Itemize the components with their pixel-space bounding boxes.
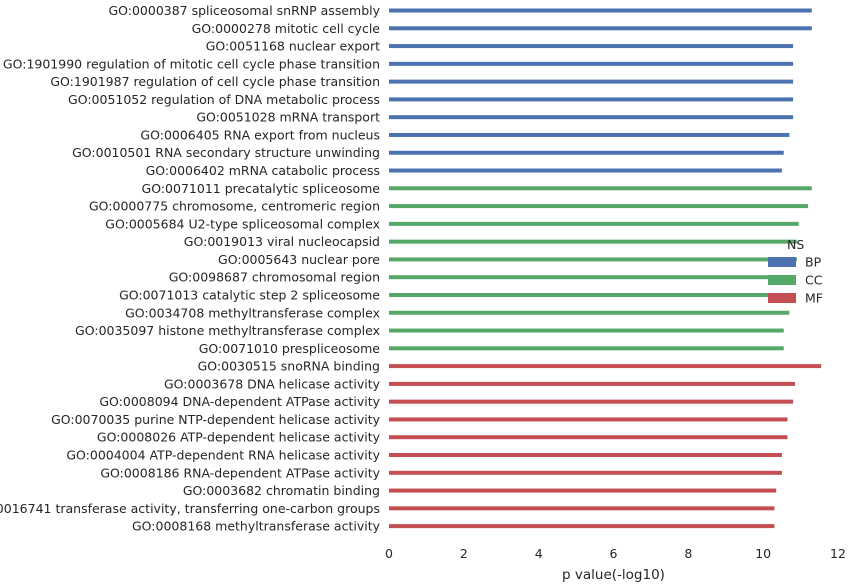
x-tick-label: 2 <box>460 546 468 561</box>
category-labels: GO:0000387 spliceosomal snRNP assembly GO… <box>0 3 381 534</box>
bar <box>389 346 784 351</box>
bar <box>389 186 812 191</box>
category-label: GO:0006402 mRNA catabolic process <box>146 163 380 178</box>
bars-layer <box>389 8 822 529</box>
bar <box>389 44 794 49</box>
category-label: GO:0000278 mitotic cell cycle <box>192 21 381 36</box>
bar <box>389 453 782 457</box>
category-label: GO:0008186 RNA-dependent ATPase activity <box>100 465 380 480</box>
bar <box>389 328 784 333</box>
category-label: GO:0030515 snoRNA binding <box>198 359 380 374</box>
category-label: GO:0051028 mRNA transport <box>196 110 380 125</box>
x-tick-label: 0 <box>385 546 393 561</box>
legend-items: BP CC MF <box>768 255 823 306</box>
category-label: GO:0004004 ATP-dependent RNA helicase ac… <box>66 448 380 463</box>
category-label: GO:0071011 precatalytic spliceosome <box>142 181 381 196</box>
category-label: GO:0008094 DNA-dependent ATPase activity <box>99 394 380 409</box>
category-label: GO:0034708 methyltransferase complex <box>125 305 380 320</box>
x-tick-label: 6 <box>610 546 618 561</box>
category-label: GO:0098687 chromosomal region <box>169 270 380 285</box>
legend-swatch-cc <box>768 275 796 285</box>
category-label: GO:0035097 histone methyltransferase com… <box>75 323 380 338</box>
bar <box>389 239 797 244</box>
bar <box>389 115 794 120</box>
category-label: GO:0003682 chromatin binding <box>183 483 380 498</box>
x-axis-title: p value(-log10) <box>562 567 665 583</box>
category-label: GO:0000775 chromosome, centromeric regio… <box>89 199 380 214</box>
category-label: GO:0051168 nuclear export <box>206 39 380 54</box>
bar <box>389 292 795 297</box>
category-label: GO:0006405 RNA export from nucleus <box>140 127 380 142</box>
bar <box>389 417 788 422</box>
category-label: GO:0003678 DNA helicase activity <box>164 376 381 391</box>
bar <box>389 79 794 84</box>
bar <box>389 435 788 440</box>
bar <box>389 506 775 511</box>
category-label: GO:0071013 catalytic step 2 spliceosome <box>119 287 380 302</box>
legend-swatch-bp <box>768 257 796 267</box>
category-label: GO:0010501 RNA secondary structure unwin… <box>72 145 380 160</box>
bar <box>389 488 777 493</box>
legend-swatch-mf <box>768 293 796 303</box>
x-axis-ticks: 0 2 4 6 8 10 12 <box>385 546 846 561</box>
category-label: GO:0008026 ATP-dependent helicase activi… <box>97 430 381 445</box>
x-tick-label: 12 <box>830 546 846 561</box>
category-label: GO:0019013 viral nucleocapsid <box>184 234 380 249</box>
bar <box>389 470 782 475</box>
bar <box>389 524 775 529</box>
x-tick-label: 8 <box>684 546 692 561</box>
legend-label-bp: BP <box>805 255 822 270</box>
category-label: GO:0070035 purine NTP-dependent helicase… <box>51 412 381 427</box>
x-tick-label: 4 <box>535 546 543 561</box>
legend-title: NS <box>787 237 804 252</box>
category-label: GO:0016741 transferase activity, transfe… <box>0 501 380 516</box>
bar <box>389 364 822 369</box>
category-label: GO:0005643 nuclear pore <box>218 252 380 267</box>
category-label: GO:0051052 regulation of DNA metabolic p… <box>68 92 380 107</box>
category-label: GO:0071010 prespliceosome <box>199 341 381 356</box>
x-tick-label: 10 <box>755 546 771 561</box>
category-label: GO:0005684 U2-type spliceosomal complex <box>105 216 380 231</box>
legend: NS BP CC MF <box>768 237 823 306</box>
bar <box>389 150 784 155</box>
bar <box>389 221 799 226</box>
bar <box>389 310 790 315</box>
bar <box>389 26 812 31</box>
bar <box>389 132 790 137</box>
bar <box>389 61 794 66</box>
category-label: GO:1901987 regulation of cell cycle phas… <box>50 74 380 89</box>
bar <box>389 97 794 102</box>
bar <box>389 204 809 209</box>
bar <box>389 168 782 173</box>
legend-label-cc: CC <box>805 273 823 288</box>
bar <box>389 8 812 13</box>
category-label: GO:1901990 regulation of mitotic cell cy… <box>3 56 380 71</box>
bar <box>389 399 794 404</box>
bar <box>389 381 795 386</box>
legend-label-mf: MF <box>805 291 823 306</box>
category-label: GO:0000387 spliceosomal snRNP assembly <box>108 3 380 18</box>
bar <box>389 275 795 280</box>
bar <box>389 257 797 262</box>
category-label: GO:0008168 methyltransferase activity <box>132 519 381 534</box>
